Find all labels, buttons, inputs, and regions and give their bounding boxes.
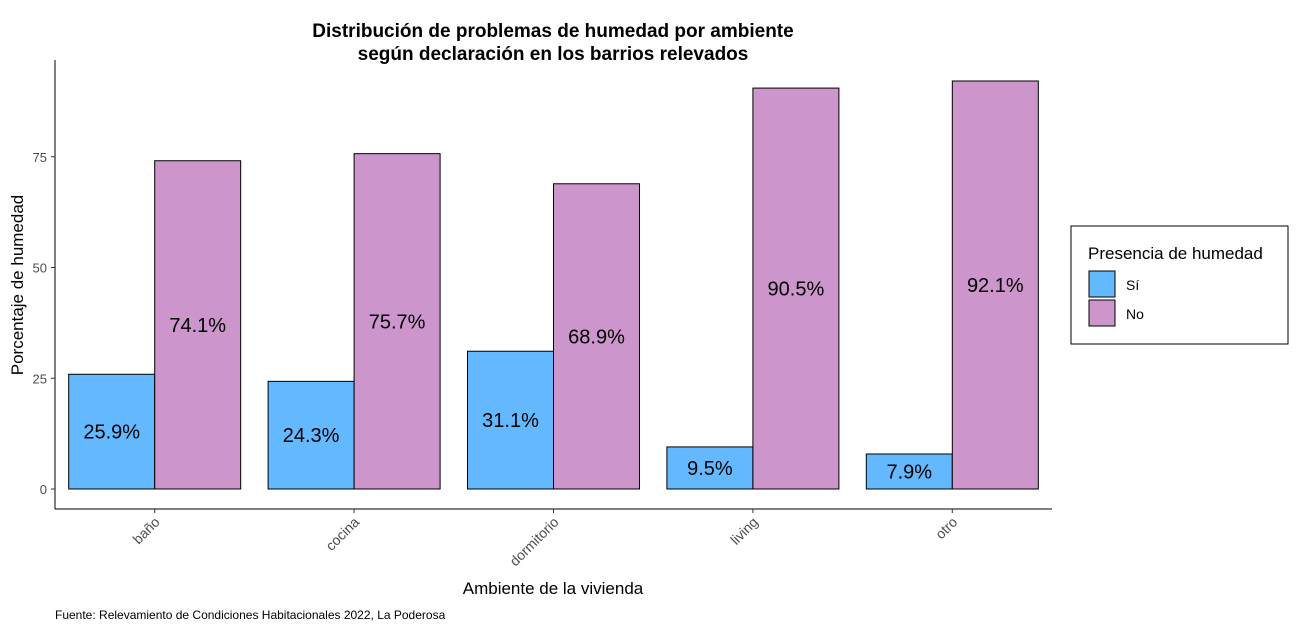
caption: Fuente: Relevamiento de Condiciones Habi… (55, 608, 446, 622)
y-axis-title: Porcentaje de humedad (8, 195, 27, 376)
bar-no (154, 160, 242, 490)
bar-label-no: 68.9% (568, 326, 625, 348)
x-tick-label: otro (932, 514, 961, 543)
bar-label-si: 25.9% (83, 422, 140, 444)
bar-label-no: 92.1% (967, 275, 1024, 297)
bar-label-si: 9.5% (687, 458, 733, 480)
chart-subtitle: según declaración en los barrios relevad… (358, 44, 749, 65)
bar-si (865, 453, 953, 490)
x-tick-label: living (727, 514, 761, 548)
y-tick-label: 0 (40, 482, 47, 497)
bar-label-si: 24.3% (283, 425, 340, 447)
legend-label-si: Sí (1126, 277, 1139, 293)
bar-si (467, 350, 554, 490)
y-tick-label: 50 (33, 261, 47, 276)
bar-si (666, 446, 754, 490)
y-tick-label: 25 (33, 371, 47, 386)
y-axis-ticks: 0 25 50 75 (33, 150, 55, 497)
x-tick-label: baño (129, 514, 162, 547)
chart-title: Distribución de problemas de humedad por… (312, 21, 793, 42)
bar-label-no: 90.5% (768, 279, 825, 301)
x-axis-title: Ambiente de la vivienda (463, 579, 644, 598)
legend-title: Presencia de humedad (1088, 244, 1263, 263)
bar-label-no: 75.7% (369, 311, 426, 333)
bar-label-no: 74.1% (169, 315, 226, 337)
legend-label-no: No (1126, 306, 1144, 322)
bar-no (752, 87, 840, 490)
bar-no (951, 80, 1039, 490)
legend: Presencia de humedad Sí No (1070, 225, 1289, 345)
bar-si (267, 380, 355, 490)
legend-key-si (1088, 270, 1116, 298)
x-axis-ticks: baño cocina dormitorio living otro (129, 509, 961, 569)
x-tick-label: dormitorio (506, 514, 561, 569)
y-tick-label: 75 (33, 150, 47, 165)
legend-key-no (1088, 299, 1116, 327)
bar-label-si: 31.1% (482, 410, 539, 432)
x-tick-label: cocina (322, 514, 362, 554)
bar-no (553, 183, 640, 490)
bar-si (68, 373, 156, 490)
bar-label-si: 7.9% (887, 462, 933, 484)
plot-area: 25.9% 74.1% 24.3% 75.7% 31.1% 68.9% 9.5% 90.5% 7… (68, 80, 1039, 490)
bar-no (353, 153, 441, 490)
